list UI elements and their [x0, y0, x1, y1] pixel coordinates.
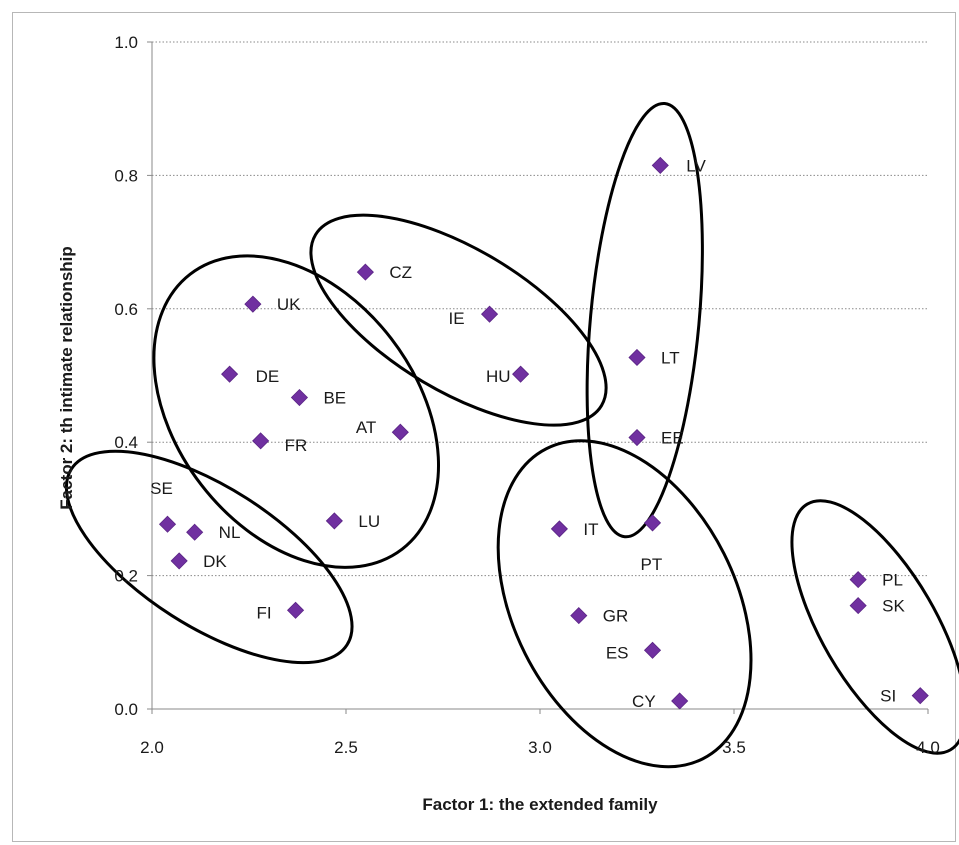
point-label-gr: GR — [603, 607, 629, 626]
data-point-ie — [480, 305, 499, 323]
data-point-fr — [252, 432, 270, 450]
x-tick-label: 4.0 — [916, 738, 940, 757]
point-label-es: ES — [606, 643, 629, 662]
data-point-es — [643, 641, 662, 659]
point-label-fi: FI — [256, 603, 271, 622]
axes — [147, 41, 929, 714]
data-point-lv — [651, 156, 669, 174]
data-point-fi — [286, 601, 305, 619]
data-points — [158, 156, 929, 710]
data-point-it — [550, 520, 568, 538]
x-tick-label: 2.0 — [140, 738, 164, 757]
y-tick-label: 0.6 — [114, 300, 138, 319]
point-label-ee: EE — [661, 429, 684, 448]
cluster-ellipses — [64, 101, 959, 769]
point-label-cz: CZ — [389, 263, 412, 282]
data-point-lt — [628, 348, 646, 367]
point-label-dk: DK — [203, 552, 227, 571]
point-label-si: SI — [880, 687, 896, 706]
point-label-it: IT — [583, 520, 598, 539]
data-point-hu — [512, 365, 530, 383]
point-label-lt: LT — [661, 348, 680, 367]
cluster-ellipse-1 — [64, 449, 354, 665]
point-label-fr: FR — [285, 436, 308, 455]
gridlines — [152, 41, 928, 577]
data-point-cy — [671, 692, 689, 710]
data-point-ee — [628, 428, 646, 447]
cluster-ellipse-5 — [496, 439, 753, 769]
y-tick-label: 0.0 — [114, 700, 138, 719]
point-label-de: DE — [256, 367, 280, 386]
point-label-hu: HU — [486, 367, 511, 386]
x-axis-title: Factor 1: the extended family — [422, 795, 658, 814]
point-labels: LV CZ UK IE LT DE HU BE AT EE FR LU PT SE IT NL DK PL SK FI… — [150, 156, 905, 711]
data-point-at — [391, 423, 409, 441]
data-point-be — [290, 388, 309, 407]
y-tick-label: 0.2 — [114, 567, 138, 586]
data-point-dk — [170, 552, 188, 570]
data-point-pl — [849, 571, 867, 589]
y-tick-label: 1.0 — [114, 33, 138, 52]
data-point-gr — [570, 607, 588, 625]
y-tick-label: 0.8 — [114, 166, 138, 185]
point-label-cy: CY — [632, 692, 656, 711]
point-label-pl: PL — [882, 571, 903, 590]
point-label-ie: IE — [448, 309, 464, 328]
data-point-pt — [643, 514, 662, 532]
data-point-lu — [325, 512, 343, 530]
data-point-sk — [849, 597, 867, 615]
x-tick-label: 3.0 — [528, 738, 552, 757]
point-label-lv: LV — [686, 156, 706, 175]
cluster-ellipse-6 — [790, 499, 959, 755]
data-point-si — [911, 687, 929, 705]
data-point-uk — [244, 295, 262, 313]
data-point-de — [221, 365, 239, 383]
point-label-se: SE — [150, 479, 173, 498]
data-point-se — [158, 515, 177, 533]
y-axis-title: Factor 2: th intimate relationship — [57, 246, 76, 510]
point-label-pt: PT — [641, 555, 663, 574]
point-label-sk: SK — [882, 597, 905, 616]
data-point-nl — [186, 523, 204, 541]
point-label-at: AT — [356, 418, 376, 437]
point-label-be: BE — [323, 389, 346, 408]
point-label-uk: UK — [277, 295, 301, 314]
point-label-nl: NL — [219, 523, 241, 542]
cluster-ellipse-4 — [585, 101, 704, 539]
y-tick-label: 0.4 — [114, 433, 138, 452]
x-tick-label: 2.5 — [334, 738, 358, 757]
x-tick-label: 3.5 — [722, 738, 746, 757]
point-label-lu: LU — [358, 512, 380, 531]
data-point-cz — [356, 263, 374, 281]
cluster-ellipse-2 — [152, 254, 441, 569]
cluster-ellipse-3 — [309, 213, 608, 427]
tick-labels: 0.0 0.2 0.4 0.6 0.8 1.0 2.0 2.5 3.0 3.5 4.0 — [114, 33, 939, 757]
